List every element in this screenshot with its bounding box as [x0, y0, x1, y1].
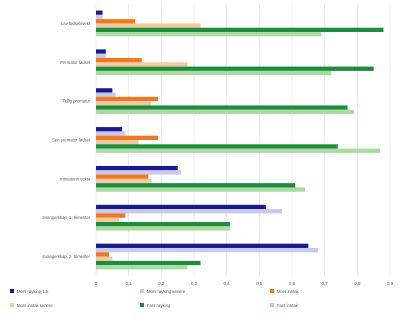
bar	[96, 109, 355, 115]
bar	[96, 243, 309, 248]
bar	[96, 62, 188, 67]
x-tick-label: 0,9	[387, 281, 394, 286]
legend: Mors røyking 1.tr. Mors røyking senere Mor…	[10, 289, 300, 308]
bar	[96, 144, 338, 149]
bar	[96, 92, 116, 97]
bar	[96, 209, 283, 214]
bar	[96, 204, 266, 210]
bar	[96, 252, 110, 257]
legend-swatch	[140, 303, 144, 307]
bar	[96, 222, 230, 227]
bar	[96, 140, 139, 145]
gridlines	[95, 4, 391, 276]
bar	[96, 183, 296, 188]
bar	[96, 88, 113, 93]
legend-swatch	[270, 289, 274, 293]
x-tick-label: 0,8	[354, 281, 361, 286]
bar	[96, 23, 201, 28]
bar	[96, 57, 142, 63]
category-label: Intrauterin vekst	[60, 176, 91, 181]
x-tick-label: 0,2	[158, 281, 165, 286]
bar	[96, 27, 384, 33]
category-label: Sen prematur fødsel	[52, 138, 90, 143]
bar	[96, 53, 106, 58]
bar	[96, 96, 159, 102]
bar	[96, 217, 119, 223]
legend-swatch	[10, 289, 14, 293]
bar	[96, 135, 159, 140]
bar	[96, 256, 113, 261]
bar	[96, 226, 230, 231]
category-label: Lav fødselsvekt	[61, 21, 91, 26]
legend-label: Mors inntak	[277, 289, 300, 294]
x-tick-label: 0,1	[126, 281, 133, 286]
x-tick-label: 0,5	[256, 281, 263, 286]
x-tick-label: 0,7	[322, 281, 329, 286]
bar	[96, 148, 381, 153]
bar	[96, 260, 201, 266]
bars	[96, 10, 384, 270]
bar	[96, 165, 178, 171]
bar	[96, 131, 126, 136]
x-tick-label: 0,4	[224, 281, 231, 286]
bar	[96, 66, 374, 71]
bar	[96, 265, 188, 270]
category-label: Svangerskap, 2. trimester	[42, 254, 90, 259]
legend-swatch	[10, 303, 14, 307]
category-label: Prematur fødsel	[60, 60, 90, 65]
x-tick-labels: 0 0,1 0,2 0,3 0,4 0,5 0,6 0,7 0,8 0,9	[95, 281, 394, 286]
legend-label: Fars røyking	[147, 303, 171, 308]
legend-label: Mors røyking senere	[147, 289, 186, 294]
legend-label: Mors røyking 1.tr.	[17, 289, 49, 294]
bar	[96, 101, 152, 106]
category-labels: Lav fødselsvekt Prematur fødsel Tidlig pre…	[42, 21, 91, 259]
bar	[96, 32, 322, 37]
bar	[96, 19, 136, 24]
x-tick-label: 0,6	[289, 281, 296, 286]
category-label: Tidlig prematur	[62, 99, 90, 104]
x-tick-label: 0,3	[191, 281, 198, 286]
bar	[96, 10, 103, 15]
bar	[96, 174, 149, 179]
bar	[96, 247, 319, 253]
legend-swatch	[140, 289, 144, 293]
legend-label: Fars inntak	[277, 303, 299, 308]
bar	[96, 70, 332, 76]
legend-swatch	[270, 303, 274, 307]
bar	[96, 187, 306, 192]
bar	[96, 105, 348, 110]
bar	[96, 213, 126, 218]
x-tick-label: 0	[95, 281, 98, 286]
bar	[96, 14, 103, 20]
bar	[96, 178, 152, 184]
category-label: Svangerskap, 1. trimester	[42, 215, 90, 220]
bar	[96, 127, 123, 132]
bar	[96, 49, 106, 54]
bar	[96, 170, 181, 175]
legend-label: Mors inntak senere	[17, 303, 53, 308]
